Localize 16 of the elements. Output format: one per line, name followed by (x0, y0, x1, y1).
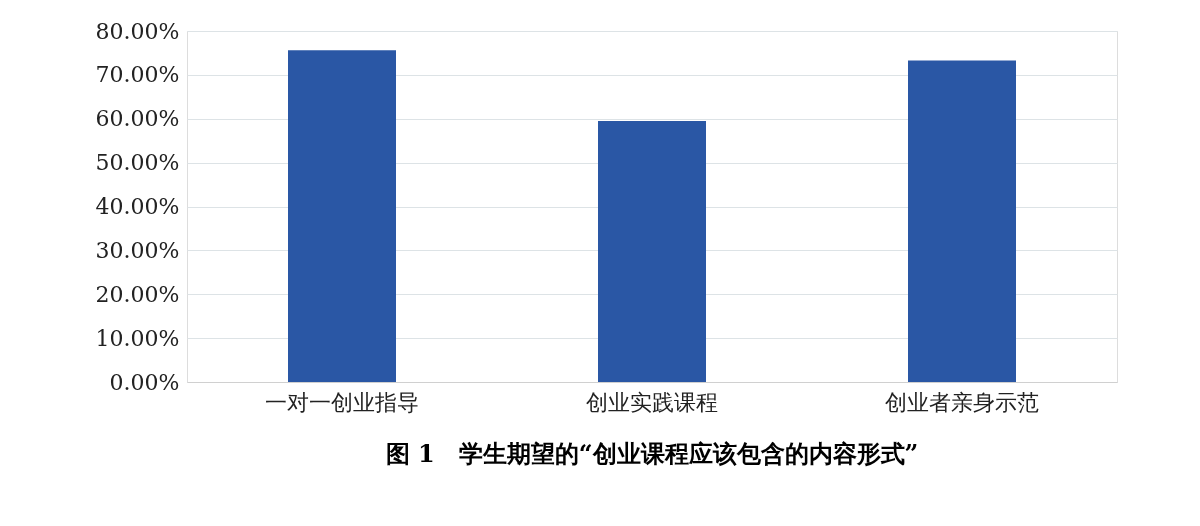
y-tick-label: 20.00% (95, 281, 180, 307)
y-tick-label: 40.00% (95, 194, 180, 219)
y-tick-label: 50.00% (95, 150, 180, 176)
y-tick-label: 0.00% (109, 369, 180, 395)
bar (908, 60, 1016, 382)
y-tick-label: 60.00% (95, 106, 180, 132)
text: 图 1 学生期望的“创业课程应该包含的内容形式” (385, 439, 919, 468)
x-tick-label: 一对一创业指导 (265, 389, 419, 415)
y-tick-label: 70.00% (95, 62, 180, 88)
y-tick-label: 80.00% (95, 18, 180, 44)
y-tick-label: 30.00% (95, 237, 180, 263)
x-tick-label: 创业者亲身示范 (885, 389, 1039, 415)
y-tick-label: 10.00% (95, 325, 180, 351)
bar (288, 50, 396, 382)
x-tick-label: 创业实践课程 (586, 389, 718, 415)
bar (598, 120, 706, 382)
